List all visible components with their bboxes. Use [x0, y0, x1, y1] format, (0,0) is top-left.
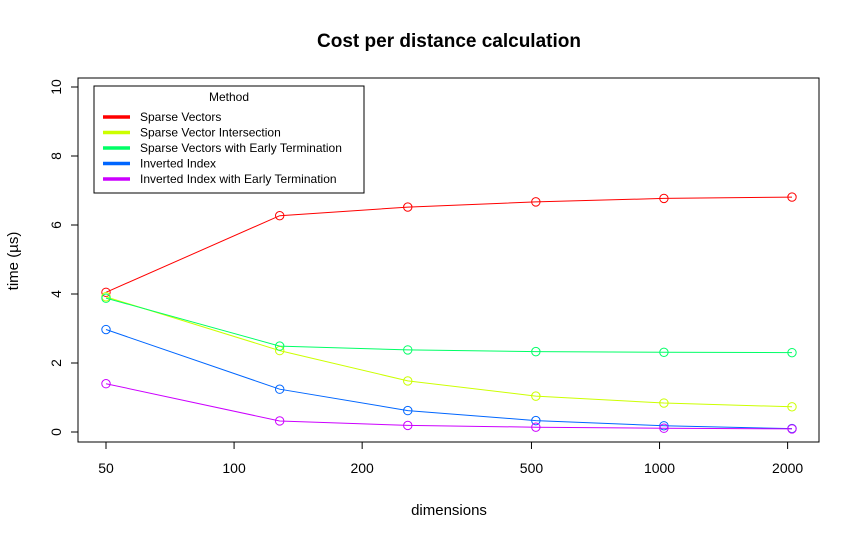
data-point: [274, 416, 285, 426]
data-point: [787, 347, 797, 358]
chart-title: Cost per distance calculation: [317, 31, 581, 52]
data-point: [403, 405, 413, 416]
data-point: [659, 347, 669, 358]
y-tick-label: 8: [48, 152, 64, 160]
series-1: [101, 192, 797, 297]
y-tick-label: 6: [48, 221, 64, 229]
y-tick-label: 4: [48, 290, 64, 298]
data-point: [531, 391, 541, 401]
legend-label: Sparse Vectors with Early Termination: [140, 141, 342, 155]
data-point: [274, 384, 285, 394]
data-point: [531, 346, 541, 357]
legend-title: Method: [209, 90, 249, 104]
series-5: [101, 379, 797, 434]
x-tick-label: 500: [520, 460, 544, 476]
data-point: [274, 210, 285, 221]
data-point: [403, 376, 413, 386]
data-point: [531, 422, 541, 432]
data-point: [787, 192, 797, 202]
data-point: [659, 193, 669, 204]
x-tick-label: 100: [222, 460, 246, 476]
data-point: [101, 324, 111, 335]
y-tick-label: 2: [48, 359, 64, 367]
data-point: [403, 420, 413, 431]
series-line: [105, 383, 793, 430]
x-axis: 50 100 200 500 1000 2000: [98, 441, 803, 476]
data-point: [403, 345, 413, 355]
data-point: [101, 293, 111, 303]
x-tick-label: 200: [350, 460, 374, 476]
data-point: [531, 197, 541, 207]
y-tick-label: 0: [48, 428, 64, 436]
y-tick-label: 10: [48, 79, 64, 95]
data-point: [274, 341, 285, 351]
y-axis: 0 2 4 6 8 10: [48, 79, 79, 436]
x-axis-label: dimensions: [411, 502, 487, 519]
series-line: [105, 296, 793, 408]
data-point: [403, 202, 413, 212]
legend-label: Sparse Vector Intersection: [140, 126, 281, 140]
data-point: [659, 398, 669, 408]
data-point: [101, 287, 111, 297]
series-line: [105, 329, 793, 430]
series-line: [105, 196, 793, 293]
data-point: [787, 424, 797, 434]
data-point: [101, 379, 111, 389]
data-point: [787, 402, 797, 412]
legend-box: [93, 85, 365, 194]
series-3: [101, 293, 797, 358]
legend-label: Inverted Index: [140, 157, 216, 171]
series-line: [105, 297, 793, 354]
y-axis-label: time (µs): [5, 232, 22, 291]
series-4: [101, 324, 797, 434]
data-point: [531, 415, 541, 426]
legend-label: Sparse Vectors: [140, 110, 221, 124]
legend-items: Sparse Vectors Sparse Vector Intersection…: [103, 110, 342, 186]
x-tick-label: 1000: [644, 460, 675, 476]
x-tick-label: 50: [98, 460, 114, 476]
x-tick-label: 2000: [772, 460, 803, 476]
series-2: [101, 292, 797, 412]
data-point: [659, 421, 669, 431]
series-layer: [101, 192, 797, 434]
legend-label: Inverted Index with Early Termination: [140, 172, 337, 186]
legend: Method Sparse Vectors Sparse Vector Inter…: [93, 85, 365, 194]
data-point: [659, 423, 669, 433]
